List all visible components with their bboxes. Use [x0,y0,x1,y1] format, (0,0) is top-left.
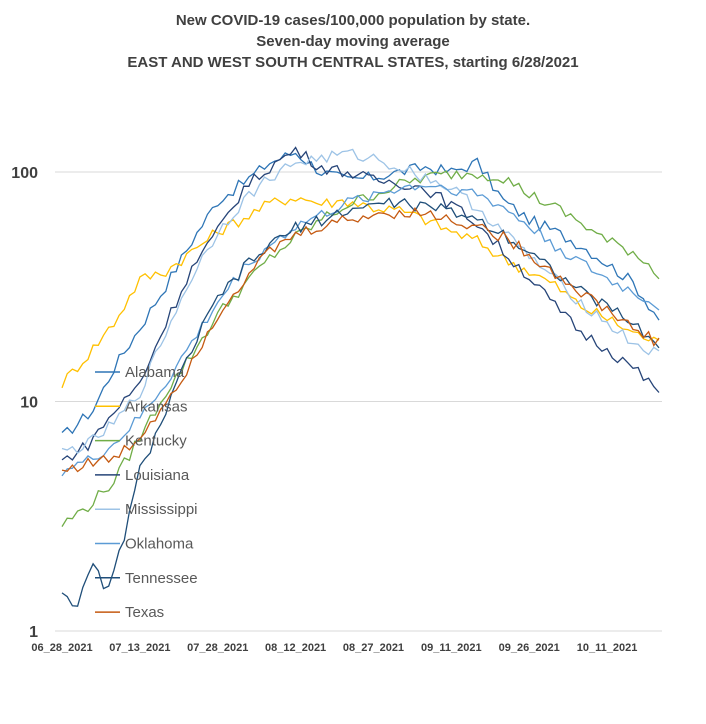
legend-label-oklahoma: Oklahoma [125,536,194,553]
x-tick-label: 07_28_2021 [187,642,248,654]
title-line-1: New COVID-19 cases/100,000 population by… [175,12,531,29]
series-line-louisiana [61,146,660,461]
legend-label-louisiana: Louisiana [125,467,190,484]
x-tick-label: 09_26_2021 [499,642,560,654]
x-tick-label: 09_11_2021 [421,642,482,654]
y-tick-label: 1 [29,624,38,641]
series-line-arkansas [61,197,660,389]
y-tick-label: 100 [11,165,38,182]
series-line-oklahoma [61,184,660,477]
title-line-3: EAST AND WEST SOUTH CENTRAL STATES, star… [127,54,579,71]
legend-label-mississippi: Mississippi [125,501,198,518]
x-tick-label: 10_11_2021 [577,642,638,654]
gridlines [55,171,662,632]
legend-label-kentucky: Kentucky [125,433,187,450]
x-tick-label: 08_12_2021 [265,642,326,654]
x-axis-ticks: 06_28_2021 07_13_2021 07_28_2021 08_12_2021… [31,642,637,654]
x-tick-label: 07_13_2021 [109,642,170,654]
legend-label-tennessee: Tennessee [125,570,198,587]
series-line-mississippi [61,148,660,454]
legend-label-alabama: Alabama [125,364,185,381]
series-line-tennessee [61,197,660,607]
x-tick-label: 08_27_2021 [343,642,404,654]
series-line-alabama [61,152,660,435]
x-tick-label: 06_28_2021 [31,642,92,654]
title-line-2: Seven-day moving average [256,33,450,50]
y-axis-ticks: 1 10 100 [11,165,38,641]
legend-label-texas: Texas [125,604,164,621]
y-tick-label: 10 [20,395,38,412]
series-line-texas [61,207,660,473]
series-lines [61,146,660,607]
legend-label-arkansas: Arkansas [125,398,188,415]
chart-title: New COVID-19 cases/100,000 population by… [0,10,706,73]
legend: Alabama Arkansas Kentucky Louisiana Mississi… [95,364,198,621]
series-line-kentucky [61,170,660,527]
